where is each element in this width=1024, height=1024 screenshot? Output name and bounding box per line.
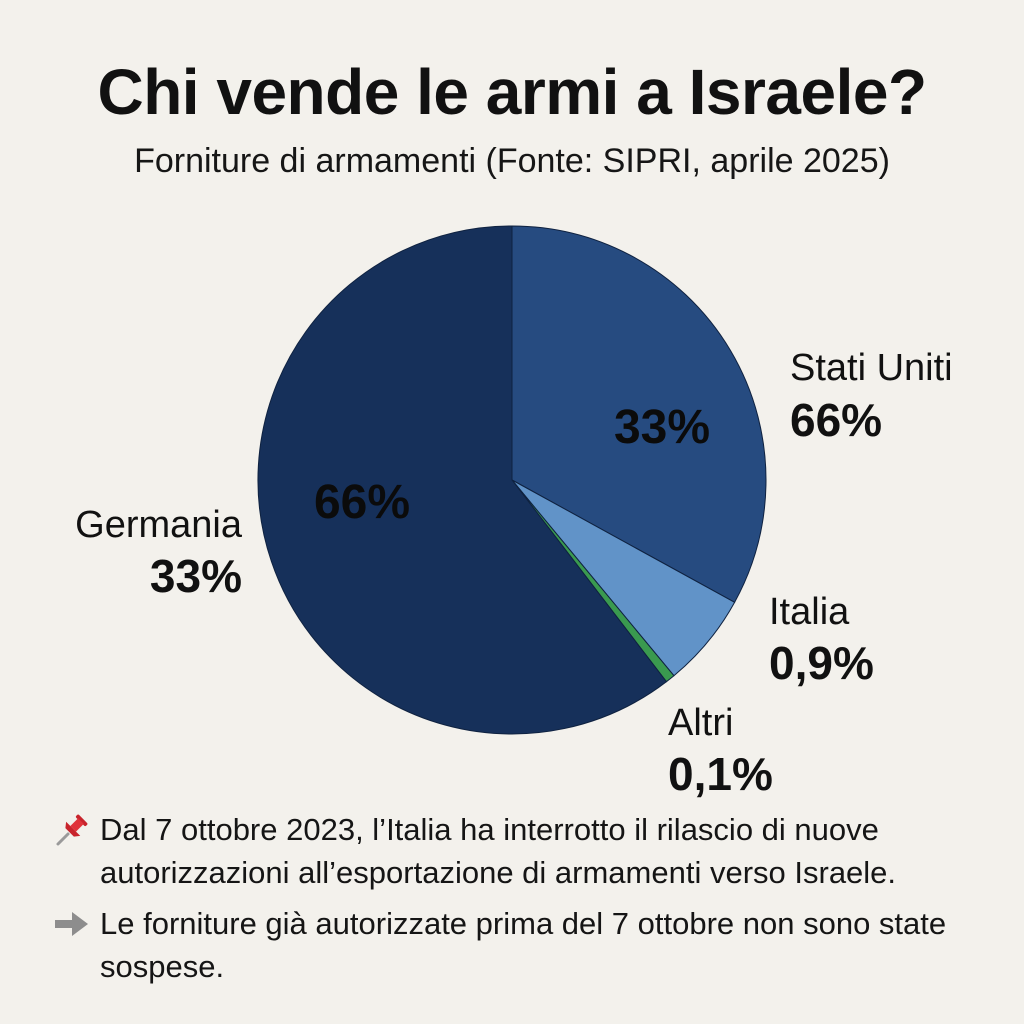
legend-label-stati-uniti: Stati Uniti xyxy=(790,347,953,389)
chart-subtitle: Forniture di armamenti (Fonte: SIPRI, ap… xyxy=(134,142,890,180)
note-text: Dal 7 ottobre 2023, l’Italia ha interrot… xyxy=(100,812,897,890)
legend-value-italia: 0,9% xyxy=(769,637,874,689)
note-text: Le forniture già autorizzate prima del 7… xyxy=(100,906,947,984)
note-item: Le forniture già autorizzate prima del 7… xyxy=(52,902,1002,988)
legend-label-altri: Altri xyxy=(668,702,733,744)
slice-inner-label-stati-uniti: 33% xyxy=(614,401,710,454)
chart-title: Chi vende le armi a Israele? xyxy=(97,56,927,128)
pie-slice-stati-uniti xyxy=(511,225,767,604)
legend-label-germania: Germania xyxy=(75,504,243,546)
pushpin-icon xyxy=(56,814,88,846)
note-item: Dal 7 ottobre 2023, l’Italia ha interrot… xyxy=(52,808,1002,894)
pie-slice-germania xyxy=(257,225,668,735)
legend-value-altri: 0,1% xyxy=(668,748,773,800)
legend-value-germania: 33% xyxy=(150,550,242,602)
legend-value-stati-uniti: 66% xyxy=(790,394,882,446)
pie-chart: 33% 66% Stati Uniti 66% Germania 33% Ita… xyxy=(75,225,953,800)
notes-section: Dal 7 ottobre 2023, l’Italia ha interrot… xyxy=(52,808,1002,996)
legend-label-italia: Italia xyxy=(769,591,850,633)
pie-slices xyxy=(257,225,767,735)
slice-inner-label-germania: 66% xyxy=(314,476,410,529)
arrow-right-icon xyxy=(55,912,88,936)
